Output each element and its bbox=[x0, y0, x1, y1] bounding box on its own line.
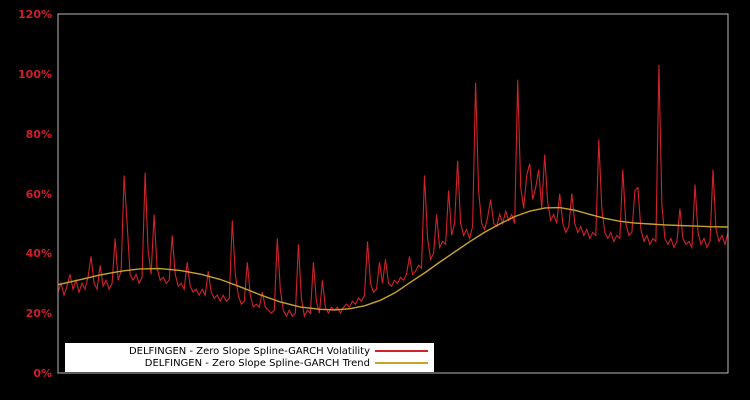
legend-entry-volatility: DELFINGEN - Zero Slope Spline-GARCH Vola… bbox=[65, 345, 434, 357]
legend-label-trend: DELFINGEN - Zero Slope Spline-GARCH Tren… bbox=[144, 357, 370, 369]
trend-line bbox=[57, 206, 729, 311]
legend-line-volatility bbox=[375, 350, 428, 352]
y-tick-label: 0% bbox=[33, 367, 52, 380]
y-tick-label: 80% bbox=[25, 127, 52, 141]
volatility-line bbox=[57, 64, 729, 318]
y-tick-label: 40% bbox=[25, 247, 52, 261]
legend-entry-trend: DELFINGEN - Zero Slope Spline-GARCH Tren… bbox=[65, 357, 434, 369]
y-tick-label: 60% bbox=[25, 187, 52, 201]
y-tick-label: 120% bbox=[18, 8, 52, 21]
y-tick-label: 20% bbox=[25, 307, 52, 321]
legend: DELFINGEN - Zero Slope Spline-GARCH Vola… bbox=[65, 343, 434, 372]
plot-border bbox=[57, 13, 729, 374]
legend-label-volatility: DELFINGEN - Zero Slope Spline-GARCH Vola… bbox=[128, 345, 370, 357]
y-tick-label: 100% bbox=[18, 67, 52, 81]
legend-line-trend bbox=[375, 362, 428, 364]
